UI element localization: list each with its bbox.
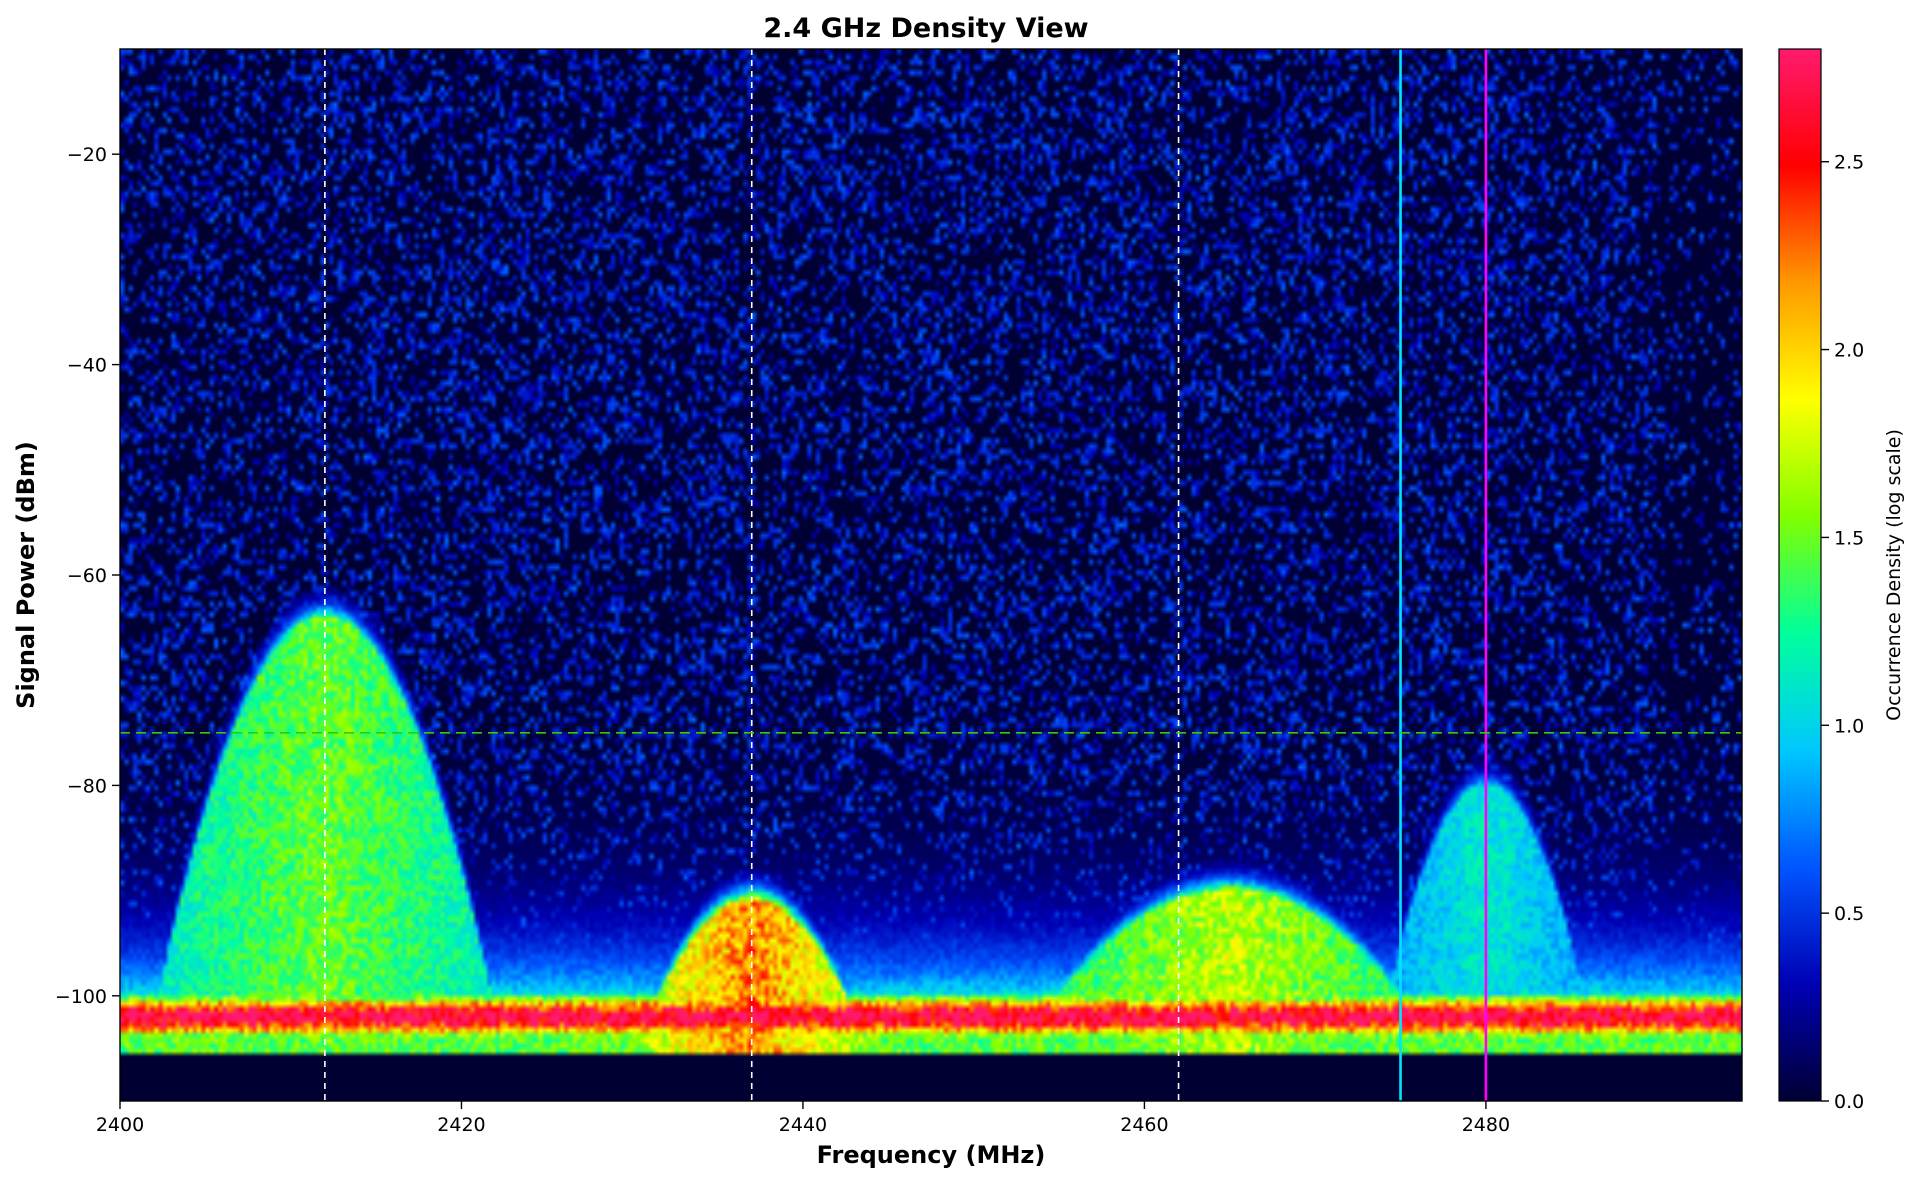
- y-axis: −100 −80 −60 −40 −20: [55, 144, 120, 1008]
- colorbar: 0.0 0.5 1.0 1.5 2.0 2.5 Occurrence Density (l…: [1778, 48, 1905, 1113]
- colorbar-tick-label: 1.5: [1834, 527, 1864, 549]
- x-tick-label: 2460: [1120, 1114, 1168, 1136]
- reference-lines: [120, 49, 1742, 1101]
- y-axis-label: Signal Power (dBm): [12, 441, 40, 709]
- x-axis: 2400 2420 2440 2460 2480: [96, 1101, 1510, 1136]
- x-tick-label: 2420: [437, 1114, 485, 1136]
- y-tick-label: −40: [67, 355, 107, 377]
- plot-area: [119, 48, 1743, 1102]
- y-tick-label: −60: [67, 565, 107, 587]
- colorbar-gradient: [1778, 48, 1822, 1102]
- colorbar-tick-label: 2.0: [1834, 340, 1864, 362]
- chart-title: 2.4 GHz Density View: [763, 13, 1088, 44]
- x-axis-label: Frequency (MHz): [817, 1141, 1046, 1169]
- colorbar-tick-label: 2.5: [1834, 152, 1864, 174]
- y-tick-label: −20: [67, 144, 107, 166]
- y-tick-label: −80: [67, 775, 107, 797]
- density-heatmap: [120, 49, 1742, 1101]
- colorbar-label: Occurrence Density (log scale): [1883, 429, 1905, 721]
- x-tick-label: 2480: [1462, 1114, 1510, 1136]
- x-tick-label: 2400: [96, 1114, 144, 1136]
- colorbar-ticks: 0.0 0.5 1.0 1.5 2.0 2.5: [1821, 152, 1864, 1113]
- colorbar-tick-label: 0.0: [1834, 1091, 1864, 1113]
- colorbar-tick-label: 0.5: [1834, 903, 1864, 925]
- colorbar-tick-label: 1.0: [1834, 715, 1864, 737]
- y-tick-label: −100: [55, 986, 107, 1008]
- x-tick-label: 2440: [779, 1114, 827, 1136]
